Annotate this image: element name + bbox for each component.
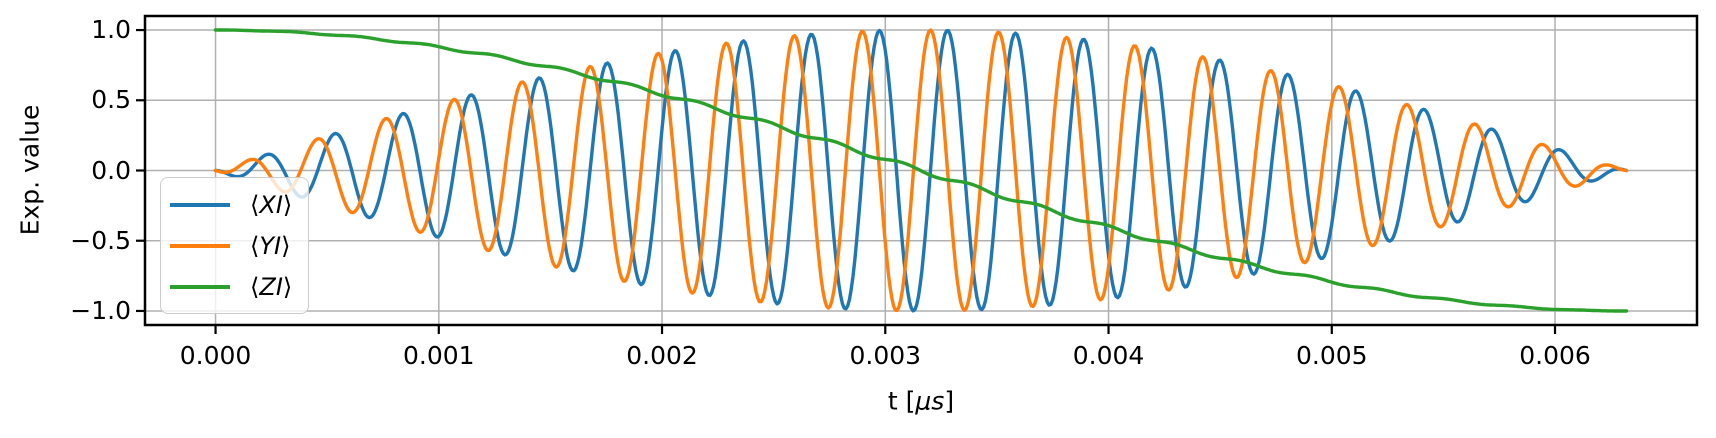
y-tick-label: −0.5: [70, 225, 131, 255]
x-tick-label: 0.001: [402, 341, 475, 370]
y-tick-label: 1.0: [91, 15, 131, 45]
x-axis-label-suffix: ]: [944, 386, 955, 416]
legend-line-swatch: [170, 243, 230, 248]
x-axis-label-unit: μs: [915, 386, 945, 416]
x-axis-label-prefix: t [: [887, 386, 916, 416]
x-tick-label: 0.002: [626, 341, 698, 370]
legend: ⟨XI⟩ ⟨YI⟩ ⟨ZI⟩: [160, 177, 309, 314]
y-tick-label: −1.0: [70, 295, 131, 325]
x-tick-label: 0.005: [1295, 341, 1368, 370]
legend-label-part: YI: [259, 231, 282, 260]
legend-label-part: XI: [259, 190, 283, 219]
x-tick-label: 0.000: [179, 341, 252, 370]
legend-line-swatch: [170, 284, 230, 289]
legend-label-part: ⟨: [250, 190, 260, 219]
y-tick-label: 0.5: [91, 85, 131, 115]
legend-label: ⟨XI⟩: [250, 191, 292, 219]
legend-label-part: ZI: [259, 272, 283, 301]
series-line-yi: [213, 28, 1629, 313]
legend-label-part: ⟨: [250, 272, 260, 301]
legend-line-swatch: [170, 202, 230, 207]
y-tick-label: 0.0: [91, 155, 131, 185]
legend-label-part: ⟩: [281, 231, 291, 260]
legend-entry: ⟨XI⟩: [161, 191, 308, 219]
series-line-xi: [213, 28, 1629, 313]
legend-label-part: ⟨: [250, 231, 260, 260]
legend-entry: ⟨ZI⟩: [161, 273, 308, 301]
legend-label-part: ⟩: [282, 190, 293, 219]
x-axis-label: t [μs]: [888, 387, 954, 416]
x-tick-label: 0.004: [1072, 341, 1145, 370]
legend-entry: ⟨YI⟩: [161, 232, 308, 260]
legend-label: ⟨ZI⟩: [250, 273, 292, 301]
x-tick-label: 0.006: [1519, 341, 1591, 370]
legend-label: ⟨YI⟩: [250, 232, 291, 260]
x-tick-label: 0.003: [849, 341, 922, 370]
legend-label-part: ⟩: [282, 272, 293, 301]
series-line-zi: [213, 28, 1629, 313]
